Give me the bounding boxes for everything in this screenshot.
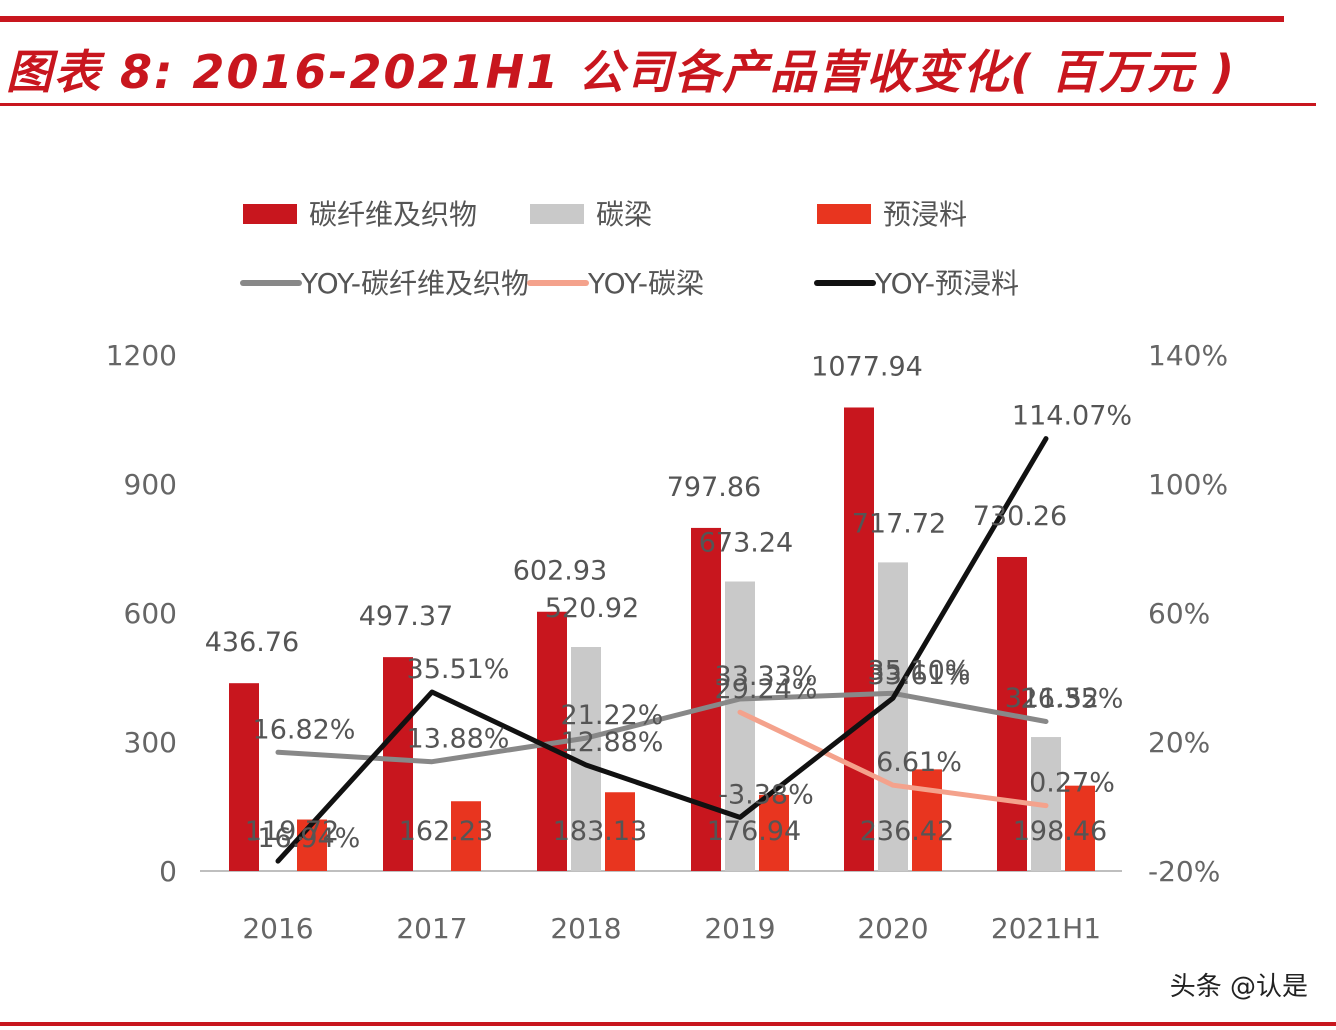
legend-label-bar-2: 碳梁 bbox=[596, 198, 652, 231]
bar-label-s3-2018: 183.13 bbox=[553, 816, 647, 847]
line-label-s3-2016: -16.94% bbox=[248, 823, 361, 854]
title-underline bbox=[0, 103, 1316, 106]
bar-s3-2018 bbox=[605, 792, 635, 871]
x-axis-tick-2016: 2016 bbox=[242, 912, 313, 945]
x-axis-tick-2019: 2019 bbox=[704, 912, 775, 945]
legend-swatch-bar-1 bbox=[243, 204, 297, 224]
bar-label-s3-2021H1: 198.46 bbox=[1013, 816, 1107, 847]
x-axis-tick-2018: 2018 bbox=[550, 912, 621, 945]
bar-label-s1-2016: 436.76 bbox=[205, 627, 299, 658]
x-axis-tick-2020: 2020 bbox=[857, 912, 928, 945]
series-line-2 bbox=[737, 709, 1049, 809]
bar-s1-2019 bbox=[691, 527, 721, 871]
bar-s3-2019 bbox=[759, 794, 789, 871]
line-label-s3-2018: 12.88% bbox=[561, 727, 664, 758]
right-axis-tick-3: 60% bbox=[1148, 597, 1210, 630]
line-label-s3-2020: 33.61% bbox=[868, 660, 971, 691]
line-label-s1-2018: 21.22% bbox=[561, 700, 664, 731]
line-label-s3-2019: -3.38% bbox=[718, 779, 814, 810]
left-axis-tick-1200: 1200 bbox=[106, 339, 177, 372]
right-axis-tick-1: -20% bbox=[1148, 855, 1220, 888]
line-label-s2-2019: 29.24% bbox=[715, 674, 818, 705]
legend-label-line-3: YOY-预浸料 bbox=[874, 267, 1019, 300]
series-line-3 bbox=[275, 436, 1049, 864]
bar-label-s1-2020: 1077.94 bbox=[811, 351, 923, 382]
page-title: 图表 8: 2016-2021H1 公司各产品营收变化( 百万元 ) bbox=[6, 45, 1237, 99]
legend-label-line-2: YOY-碳梁 bbox=[587, 267, 704, 300]
series-line-1 bbox=[275, 690, 1049, 765]
line-label-s2-2021H1: 0.27% bbox=[1029, 768, 1115, 799]
bar-s2-2019 bbox=[725, 581, 755, 871]
right-axis-tick-4: 100% bbox=[1148, 468, 1228, 501]
bar-s3-2021H1 bbox=[1065, 785, 1095, 871]
legend-swatch-bar-2 bbox=[530, 204, 584, 224]
legend-label-bar-1: 碳纤维及织物 bbox=[309, 198, 477, 231]
left-axis-tick-0: 0 bbox=[159, 855, 177, 888]
bar-label-s3-2017: 162.23 bbox=[399, 816, 493, 847]
right-axis-tick-2: 20% bbox=[1148, 726, 1210, 759]
bar-label-s3-2016: 119.72 bbox=[245, 816, 339, 847]
bar-label-s2-2021H1: 311.52 bbox=[1005, 683, 1099, 714]
legend-swatch-bar-3 bbox=[817, 204, 871, 224]
line-label-s1-2019: 33.33% bbox=[715, 661, 818, 692]
line-label-s1-2017: 13.88% bbox=[407, 724, 510, 755]
legend-label-bar-3: 预浸料 bbox=[883, 198, 967, 231]
bar-label-s2-2019: 673.24 bbox=[699, 528, 793, 559]
left-axis-tick-900: 900 bbox=[124, 468, 177, 501]
line-label-s3-2021H1: 114.07% bbox=[1012, 401, 1132, 432]
left-axis-tick-300: 300 bbox=[124, 726, 177, 759]
legend-label-line-1: YOY-碳纤维及织物 bbox=[300, 267, 529, 300]
bar-label-s3-2019: 176.94 bbox=[707, 816, 801, 847]
watermark: 头条 @认是 bbox=[1169, 972, 1308, 1002]
bottom-rule bbox=[0, 1022, 1336, 1026]
line-label-s1-2020: 35.10% bbox=[868, 655, 971, 686]
line-label-s3-2017: 35.51% bbox=[407, 654, 510, 685]
line-label-s2-2020: 6.61% bbox=[876, 747, 962, 778]
bar-label-s2-2020: 717.72 bbox=[852, 508, 946, 539]
bar-s3-2017 bbox=[451, 801, 481, 871]
bar-s1-2020 bbox=[844, 407, 874, 871]
bar-label-s1-2018: 602.93 bbox=[513, 556, 607, 587]
left-axis-tick-600: 600 bbox=[124, 597, 177, 630]
bar-s3-2016 bbox=[297, 819, 327, 871]
right-axis-tick-5: 140% bbox=[1148, 339, 1228, 372]
line-label-s1-2021H1: 26.35% bbox=[1021, 684, 1124, 715]
x-axis-tick-2017: 2017 bbox=[396, 912, 467, 945]
bar-s1-2017 bbox=[383, 657, 413, 871]
bar-label-s3-2020: 236.42 bbox=[860, 816, 954, 847]
bar-s1-2016 bbox=[229, 683, 259, 871]
bar-label-s1-2019: 797.86 bbox=[667, 472, 761, 503]
line-label-s1-2016: 16.82% bbox=[253, 714, 356, 745]
x-axis-tick-2021H1: 2021H1 bbox=[991, 912, 1101, 945]
bar-label-s1-2021H1: 730.26 bbox=[973, 501, 1067, 532]
bar-label-s1-2017: 497.37 bbox=[359, 601, 453, 632]
top-rule bbox=[0, 16, 1284, 22]
bar-s2-2020 bbox=[878, 562, 908, 871]
bar-label-s2-2018: 520.92 bbox=[545, 593, 639, 624]
